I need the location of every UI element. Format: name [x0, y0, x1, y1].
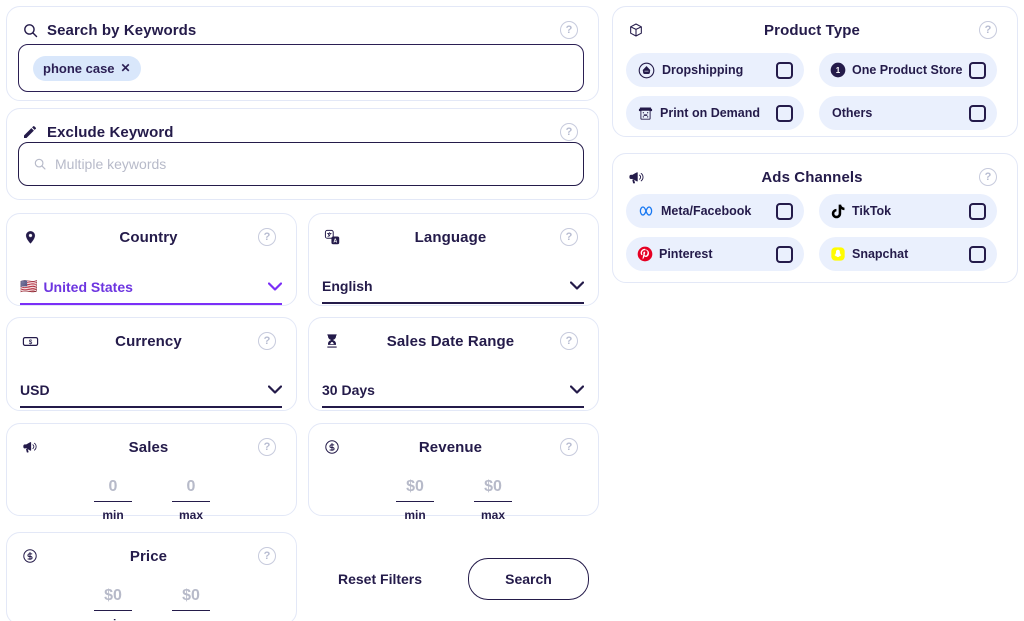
svg-text:A: A [333, 238, 337, 244]
svg-text:1: 1 [836, 66, 841, 75]
